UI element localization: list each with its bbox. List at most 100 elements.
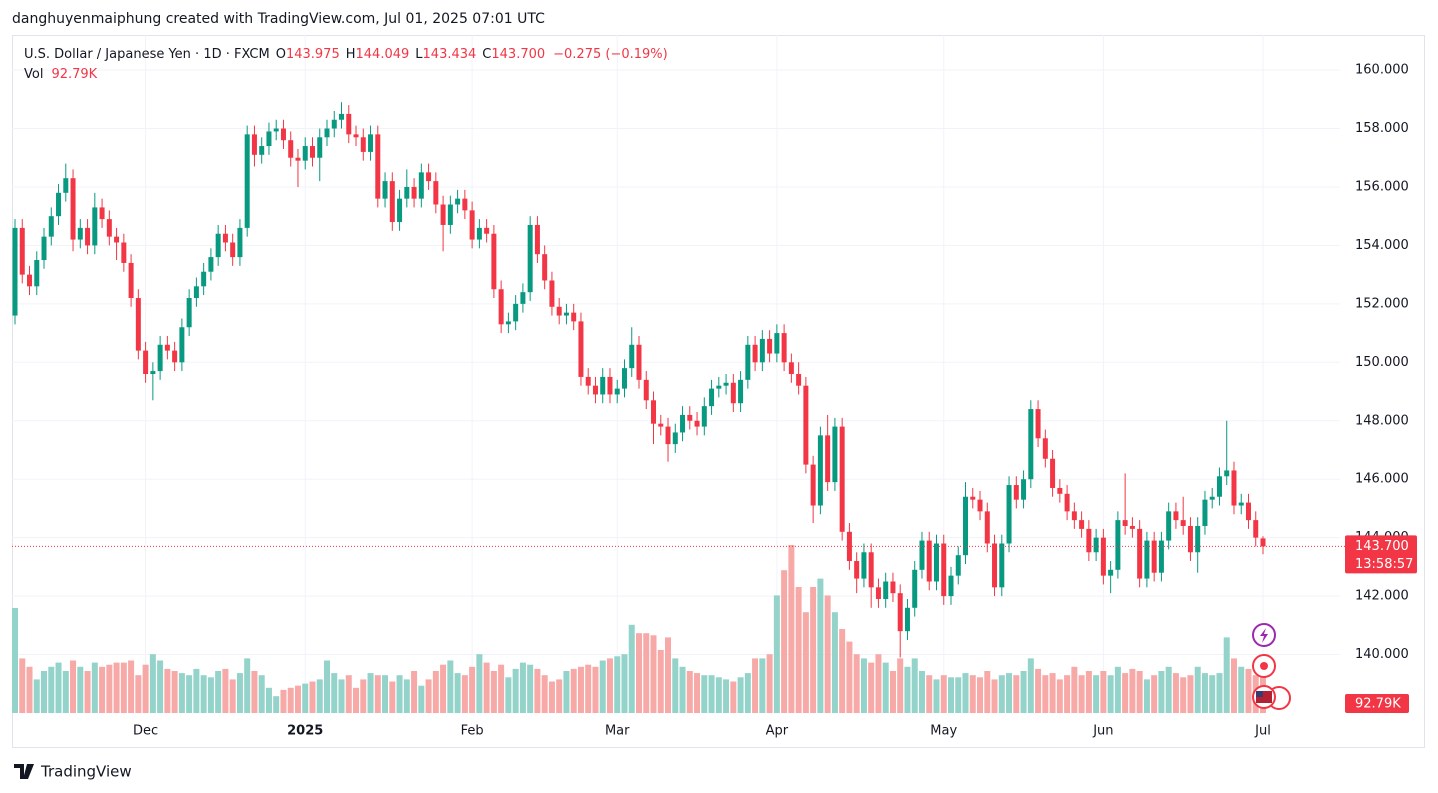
candle-body xyxy=(803,385,809,465)
volume-bar xyxy=(77,666,84,713)
volume-bar xyxy=(977,677,984,713)
event-icons[interactable] xyxy=(1252,623,1291,710)
volume-bar xyxy=(548,681,555,713)
candle-body xyxy=(346,113,352,135)
volume-bar xyxy=(1064,675,1071,713)
candle-body xyxy=(266,131,272,147)
candle-body xyxy=(984,511,990,544)
candle-body xyxy=(1144,540,1150,579)
volume-bar xyxy=(810,587,817,713)
candle-body xyxy=(41,236,47,261)
candle-body xyxy=(970,496,976,500)
candle-body xyxy=(99,207,105,220)
candle-body xyxy=(106,219,112,237)
candle-body xyxy=(1050,458,1056,488)
volume-bar xyxy=(701,675,708,713)
volume-bar xyxy=(766,654,773,713)
volume-bar xyxy=(773,595,780,713)
candle-body xyxy=(520,292,526,304)
volume-bar xyxy=(795,587,802,713)
candle-body xyxy=(280,128,286,141)
candle-body xyxy=(34,260,40,287)
volume-bar xyxy=(1230,658,1237,713)
volume-bar xyxy=(113,662,120,713)
volume-bar xyxy=(382,675,389,713)
candle-body xyxy=(1021,479,1027,500)
candle-body xyxy=(963,496,969,556)
candle-body xyxy=(1202,499,1208,526)
volume-bar xyxy=(730,681,737,713)
volume-bar xyxy=(19,658,26,713)
event-dot xyxy=(1260,662,1268,670)
candle-body xyxy=(1166,511,1172,541)
candle-body xyxy=(48,216,54,237)
candle-body xyxy=(404,186,410,199)
candle-body xyxy=(861,552,867,579)
candle-body xyxy=(832,426,838,483)
x-tick-label: Mar xyxy=(605,724,630,739)
volume-bar xyxy=(1151,675,1158,713)
candle-body xyxy=(1035,409,1041,439)
volume-bar xyxy=(454,673,461,713)
candle-body xyxy=(774,333,780,354)
volume-bar xyxy=(1107,675,1114,713)
volume-bar xyxy=(599,660,606,713)
candle-body xyxy=(629,344,635,369)
candle-body xyxy=(1086,528,1092,553)
candle-body xyxy=(295,157,301,161)
volume-bar xyxy=(41,671,48,713)
volume-bar xyxy=(556,679,563,713)
change: −0.275 (−0.19%) xyxy=(553,47,668,62)
volume-bar xyxy=(926,675,933,713)
volume-bar xyxy=(287,687,294,713)
volume-bar xyxy=(563,671,570,713)
volume-bar xyxy=(679,666,686,713)
countdown: 13:58:57 xyxy=(1355,557,1413,572)
candle-body xyxy=(85,227,91,246)
candle-body xyxy=(926,540,932,582)
candle-body xyxy=(186,298,192,328)
volume-bar xyxy=(1049,673,1056,713)
candle-body xyxy=(135,298,141,351)
candle-body xyxy=(817,435,823,506)
volume-bar xyxy=(440,664,447,713)
volume-bar xyxy=(933,679,940,713)
volume-bar xyxy=(200,675,207,713)
volume-bar xyxy=(280,689,287,713)
candle-body xyxy=(680,414,686,433)
volume-bar xyxy=(1114,666,1121,713)
x-tick-label: Apr xyxy=(766,724,789,739)
volume-bar xyxy=(860,658,867,713)
volume-bar xyxy=(157,660,164,713)
candle-body xyxy=(745,344,751,380)
volume-bar xyxy=(541,675,548,713)
candle-body xyxy=(172,350,178,363)
volume-bar xyxy=(1042,675,1049,713)
volume-bar xyxy=(1158,671,1165,713)
candle-body xyxy=(418,172,424,199)
open-value: 143.975 xyxy=(286,47,340,62)
volume-bar xyxy=(940,675,947,713)
candle-body xyxy=(1195,525,1201,553)
volume-bar xyxy=(367,673,374,713)
candle-body xyxy=(759,338,765,363)
candle-body xyxy=(513,303,519,322)
candle-body xyxy=(810,464,816,506)
candle-body xyxy=(687,414,693,421)
volume-bar xyxy=(744,673,751,713)
volume-bar xyxy=(839,629,846,713)
volume-bar xyxy=(418,685,425,713)
volume-bar xyxy=(26,666,33,713)
candle-body xyxy=(215,233,221,258)
y-tick-label: 152.000 xyxy=(1355,296,1409,311)
volume-bar xyxy=(570,668,577,713)
candle-body xyxy=(651,400,657,424)
candle-body xyxy=(1216,476,1222,497)
volume-bar xyxy=(1020,671,1027,713)
candle-body xyxy=(1187,525,1193,553)
volume-bar xyxy=(737,677,744,713)
volume-bar xyxy=(889,671,896,713)
candle-body xyxy=(375,134,381,199)
candle-body xyxy=(164,344,170,351)
attribution: danghuyenmaiphung created with TradingVi… xyxy=(12,11,545,27)
